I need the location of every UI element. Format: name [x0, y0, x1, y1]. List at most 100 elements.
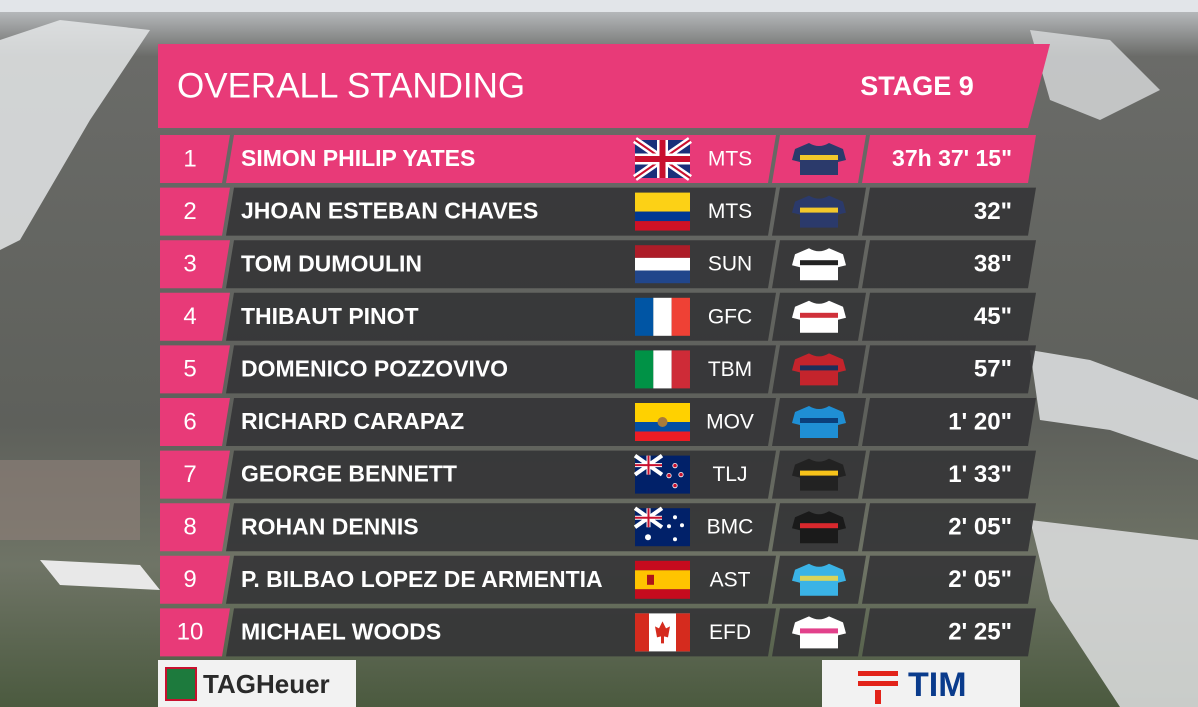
flag — [635, 297, 690, 336]
flag-part — [635, 245, 690, 258]
team-code: TLJ — [712, 463, 747, 486]
time-cell — [862, 398, 1036, 446]
rider-name: TOM DUMOULIN — [241, 250, 422, 276]
table-row: 7 GEORGE BENNETT TLJ 1' 33" — [160, 450, 1036, 499]
time: 2' 05" — [948, 566, 1012, 593]
team-jersey-stripe — [800, 523, 838, 529]
team-jersey-stripe — [800, 418, 838, 423]
flag — [635, 613, 690, 652]
flag-part — [655, 621, 670, 644]
team-code: EFD — [709, 621, 751, 644]
flag-part — [635, 455, 662, 475]
rank: 5 — [183, 356, 196, 383]
flag-part — [635, 140, 690, 178]
sponsor-name: TAGHeuer — [203, 669, 330, 699]
rank: 2 — [183, 198, 196, 225]
flag-part — [653, 297, 672, 336]
flag — [635, 192, 690, 231]
rank-cell — [160, 608, 230, 657]
flag-part — [667, 524, 671, 529]
flag-part — [635, 508, 662, 528]
table-row: 10 MICHAEL WOODS EFD 2' 25" — [160, 608, 1036, 657]
flag-part — [635, 560, 690, 571]
time-cell — [862, 240, 1036, 289]
table-row: 9 P. BILBAO LOPEZ DE ARMENTIA AST 2' 05" — [160, 555, 1036, 604]
rank-cell — [160, 450, 230, 499]
rank: 1 — [183, 145, 196, 172]
flag — [633, 453, 690, 494]
rider-name: RICHARD CARAPAZ — [241, 408, 464, 434]
team-jersey-stripe — [800, 155, 838, 160]
table-row: 2 JHOAN ESTEBAN CHAVES MTS 32" — [160, 187, 1036, 236]
flag-part — [635, 257, 690, 271]
table-row: 1 SIMON PHILIP YATES MTS 37h 37' 15" — [160, 135, 1036, 183]
rank: 8 — [183, 514, 196, 541]
rank-cell — [160, 503, 230, 552]
flag-part — [635, 211, 690, 222]
rider-name: JHOAN ESTEBAN CHAVES — [241, 198, 538, 224]
flag — [633, 506, 690, 547]
time: 38" — [974, 251, 1012, 278]
rank-cell — [160, 345, 230, 394]
team-jersey-stripe — [800, 365, 838, 371]
time-cell — [862, 450, 1036, 499]
flag — [635, 560, 690, 599]
time: 1' 33" — [948, 461, 1012, 488]
time: 57" — [974, 356, 1012, 383]
flag-part — [680, 523, 684, 528]
time-cell — [862, 292, 1036, 341]
rank: 6 — [183, 408, 196, 435]
time-cell — [862, 187, 1036, 236]
flag-part — [635, 192, 690, 212]
team-jersey-stripe — [800, 575, 838, 581]
time-cell — [862, 135, 1036, 183]
team-code: BMC — [707, 516, 754, 539]
team-code: GFC — [708, 305, 752, 328]
flag-part — [635, 270, 690, 284]
flag-part — [635, 613, 649, 652]
rank: 10 — [177, 619, 204, 646]
team-code: SUN — [708, 253, 752, 276]
flag-part — [635, 350, 654, 389]
rank-cell — [160, 187, 230, 236]
rider-name: MICHAEL WOODS — [241, 618, 441, 644]
team-jersey-stripe — [800, 470, 838, 476]
table-row: 3 TOM DUMOULIN SUN 38" — [160, 240, 1036, 289]
time-cell — [862, 608, 1036, 657]
flag — [635, 245, 690, 284]
table-row: 8 ROHAN DENNIS BMC 2' 05" — [160, 503, 1036, 552]
sponsor-right: TIM — [822, 660, 1020, 707]
flag-part — [676, 613, 690, 652]
flag-part — [671, 350, 690, 389]
team-code: TBM — [708, 358, 752, 381]
rank-cell — [160, 292, 230, 341]
flag-part — [673, 537, 677, 542]
team-jersey-stripe — [800, 207, 838, 213]
rank-cell — [160, 555, 230, 604]
time: 45" — [974, 303, 1012, 330]
table-row: 4 THIBAUT PINOT GFC 45" — [160, 292, 1036, 341]
rider-name: THIBAUT PINOT — [241, 303, 419, 329]
flag-part — [653, 350, 672, 389]
standings-table: 1 SIMON PHILIP YATES MTS 37h 37' 15" 2 JHOAN … — [160, 135, 1036, 657]
rank: 3 — [183, 251, 196, 278]
time-cell — [862, 503, 1036, 552]
team-jersey-stripe — [800, 628, 838, 634]
team-code: AST — [710, 568, 751, 591]
sponsor-name: TIM — [908, 666, 967, 704]
flag-part — [635, 431, 690, 441]
time-cell — [862, 345, 1036, 394]
flag-part — [635, 221, 690, 231]
flag-part — [635, 570, 690, 590]
time: 2' 05" — [948, 514, 1012, 541]
time: 2' 25" — [948, 619, 1012, 646]
rank-cell — [160, 398, 230, 446]
time: 32" — [974, 198, 1012, 225]
rank: 7 — [183, 461, 196, 488]
rank-cell — [160, 135, 230, 183]
team-jersey-stripe — [800, 312, 838, 318]
rank-cell — [160, 240, 230, 289]
time: 1' 20" — [948, 408, 1012, 435]
rank: 9 — [183, 566, 196, 593]
